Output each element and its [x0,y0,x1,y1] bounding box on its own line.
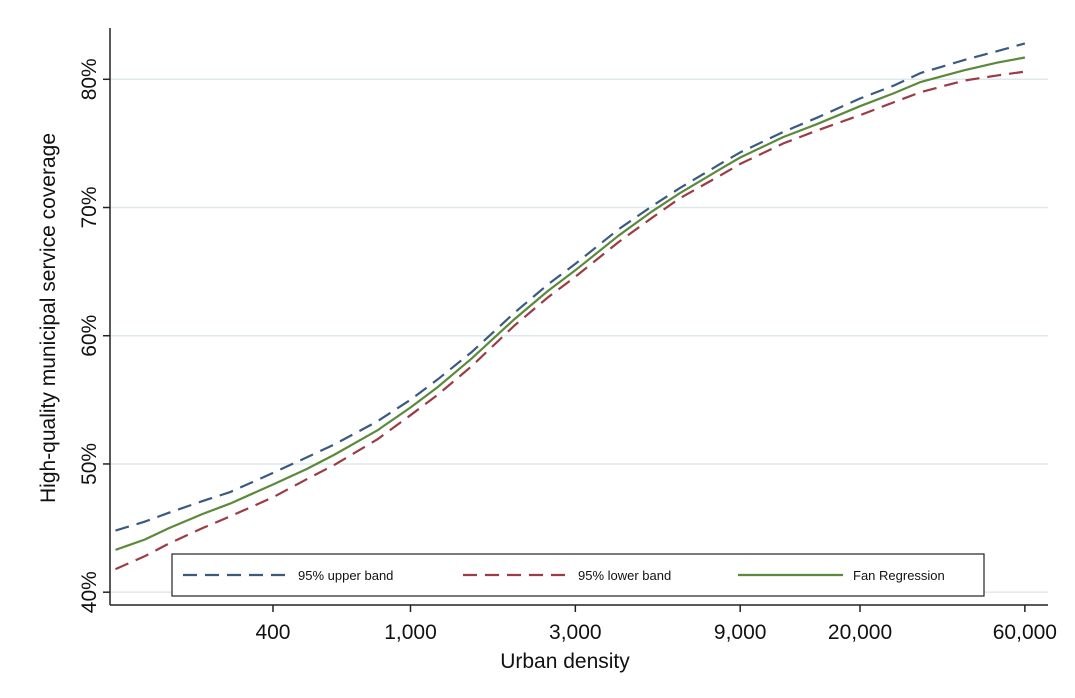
legend-label-2: 95% lower band [578,568,671,583]
series-lines [115,42,1026,571]
x-tick-label: 60,000 [993,621,1057,644]
y-tick-label: 40% [78,571,101,613]
series-line-2 [115,70,1026,571]
y-tick-label: 50% [78,443,101,485]
x-axis-label: Urban density [500,650,630,673]
legend-box [171,553,985,597]
legend-label-3: Fan Regression [853,568,945,583]
series-line-1 [115,42,1026,532]
x-tick-label: 3,000 [549,621,602,644]
y-tick-label: 60% [78,315,101,357]
tick-labels: 40% 50% 60% 70% 80% 400 1,000 3,000 9,000 20,000 6… [78,58,1057,644]
y-axis-label: High-quality municipal service coverage [37,133,60,503]
x-tick-label: 9,000 [714,621,767,644]
grid-lines [110,78,1048,593]
x-tick-label: 1,000 [384,621,437,644]
y-tick-label: 70% [78,186,101,228]
axes [103,28,1048,612]
legend: 95% upper band 95% lower band Fan Regressi… [171,553,985,597]
y-tick-label: 80% [78,58,101,100]
x-tick-label: 20,000 [828,621,892,644]
x-tick-label: 400 [255,621,290,644]
legend-label-1: 95% upper band [298,568,393,583]
series-line-3 [115,56,1026,551]
